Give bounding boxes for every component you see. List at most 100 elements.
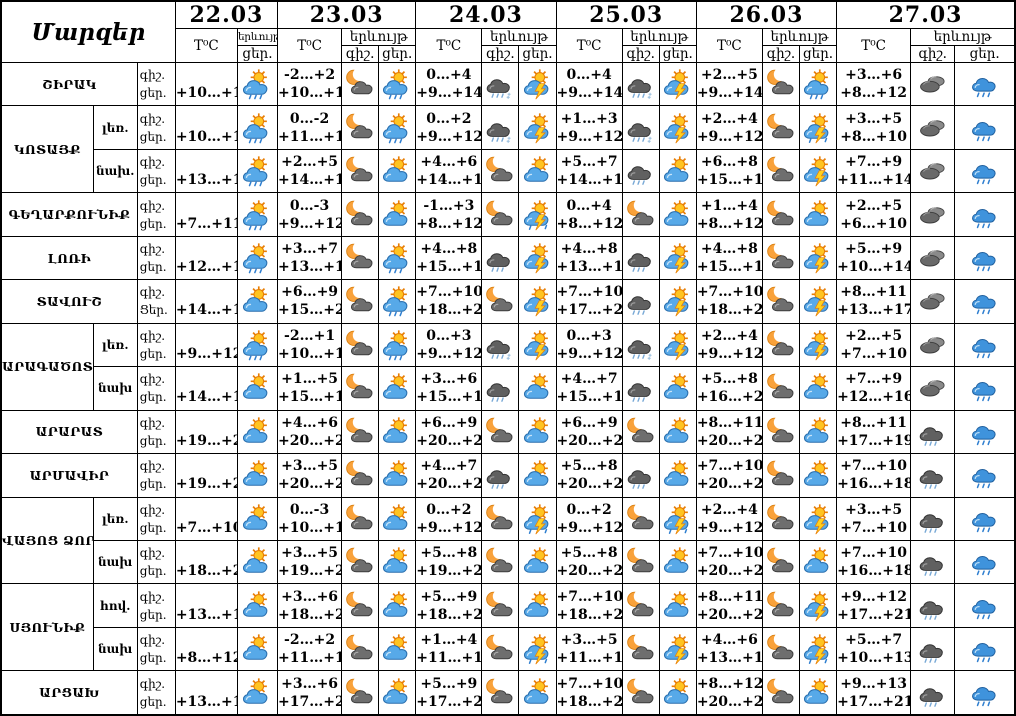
day-temp: +20…+22: [416, 476, 481, 493]
night-phenomenon-cell: [481, 409, 520, 455]
moon-cloud-icon: [344, 633, 376, 665]
night-temp: 0…+2: [566, 501, 612, 518]
day-temp: +8…+12: [416, 215, 482, 232]
sun-cloud-lightning-icon: [662, 285, 694, 317]
rain-cloud-icon: [969, 242, 1001, 274]
night-phenomenon-cell: [341, 539, 380, 585]
phenomenon-header-2: երևույթ: [481, 28, 557, 46]
night-temp: +6…+8: [700, 154, 758, 171]
night-temp: 0…+4: [566, 67, 612, 84]
day-col-header-0: ցեր.: [236, 45, 279, 63]
day-label: ցեր.: [139, 390, 167, 405]
night-temp: [176, 153, 236, 171]
sun-cloud-lightning-icon: [662, 329, 694, 361]
day-phenomenon-cell: [954, 583, 1016, 628]
day-phenomenon-cell: [518, 453, 557, 498]
night-phenomenon-cell: [341, 235, 380, 281]
day-phenomenon-cell: [798, 322, 838, 368]
day-temp: +13…+17: [278, 259, 341, 276]
sun-cloud-icon: [662, 546, 694, 578]
night-temp: +7…+10: [840, 545, 907, 562]
day-label: ցեր.: [139, 260, 167, 275]
moon-cloud-icon: [484, 546, 516, 578]
sun-cloud-lightning-rain-icon: [662, 503, 694, 535]
night-phenomenon-cell: [910, 235, 956, 281]
night-temp: +2…+5: [700, 67, 758, 84]
night-label: գիշ.: [139, 68, 166, 83]
date-header-1: 23.03: [277, 0, 417, 29]
temp-header-0: T⁰C: [174, 28, 238, 63]
sun-cloud-rain-icon: [241, 329, 273, 361]
night-day-labels: գիշ. ցեր.: [136, 539, 176, 585]
dark-cloud-rain-icon: [917, 459, 949, 491]
temperature-cell: +5…+9+18…+22: [415, 583, 483, 628]
night-temp: +1…+4: [700, 197, 758, 214]
day-col-header-2: ցեր.: [518, 45, 557, 63]
moon-cloud-icon: [484, 676, 516, 709]
temperature-cell: +7…+10+20…+22: [695, 453, 763, 498]
dark-cloud-rain-icon: [625, 155, 657, 187]
night-temp: 0…+4: [426, 67, 472, 84]
night-temp: 0…+2: [426, 501, 472, 518]
night-temp: +3…+5: [845, 501, 903, 518]
day-temp: +9…+12: [416, 345, 482, 362]
day-temp: +13…+17: [175, 693, 236, 710]
night-temp: +8…+11: [840, 284, 907, 301]
night-phenomenon-cell: [910, 322, 956, 368]
forecast-row: ԼՈՌԻգիշ.ցեր.+12…+16+3…+7+13…+17+4…+8+15……: [0, 235, 1016, 281]
sun-cloud-lightning-rain-icon: [802, 112, 834, 144]
moon-cloud-icon: [344, 546, 376, 578]
day-temp: +15…+19: [278, 389, 341, 406]
temperature-cell: +1…+4+11…+14: [415, 626, 483, 672]
day-temp: +20…+22: [556, 476, 621, 493]
day-temp: +13…+17: [556, 259, 621, 276]
night-label: գիշ.: [139, 415, 166, 430]
night-phenomenon-cell: [910, 192, 956, 237]
sun-cloud-icon: [522, 590, 554, 622]
moon-cloud-icon: [344, 111, 376, 144]
night-temp: +4…+7: [560, 371, 618, 388]
day-temp: +11…+13: [278, 128, 341, 145]
day-label: ցեր.: [139, 520, 167, 535]
night-phenomenon-cell: [481, 453, 520, 498]
forecast-row: ԱՐԱԳԱԾՈՏՆլեռ.գիշ. ցեր. +9…+12 -2…+1+10…+13 0…: [0, 322, 1016, 411]
date-header-4: 26.03: [695, 0, 838, 29]
day-label: ցեր.: [139, 477, 167, 492]
temperature-cell: +12…+16: [174, 235, 238, 281]
sun-cloud-lightning-icon: [802, 590, 834, 622]
sun-cloud-icon: [381, 199, 413, 231]
day-temp: +19…+21: [416, 563, 481, 580]
subregion-label: նախ: [92, 539, 138, 585]
subregion-label: նախ.: [92, 148, 138, 194]
day-phenomenon-cell: [378, 148, 417, 194]
day-col-header-4: ցեր.: [798, 45, 838, 63]
sun-cloud-icon: [381, 546, 413, 578]
temperature-cell: +7…+10+17…+20: [555, 279, 623, 324]
moon-cloud-icon: [765, 285, 797, 317]
sun-cloud-lightning-icon: [522, 242, 554, 274]
moon-cloud-icon: [765, 459, 797, 491]
dark-cloud-rain-snow-icon: [625, 329, 657, 361]
day-phenomenon-cell: [378, 366, 417, 411]
temperature-cell: +4…+7+15…+19: [555, 366, 623, 411]
day-label: ցեր.: [139, 433, 167, 448]
night-phenomenon-cell: [341, 366, 380, 411]
night-day-labels: գիշ. ցեր.: [136, 322, 176, 368]
sun-cloud-lightning-icon: [522, 112, 554, 144]
night-temp: +1…+4: [420, 632, 478, 649]
night-temp: +2…+4: [700, 110, 758, 127]
day-temp: +10…+15: [278, 85, 341, 102]
day-temp: +20…+23: [696, 432, 761, 449]
day-temp: +20…+22: [278, 432, 341, 449]
day-phenomenon-cell: [954, 409, 1016, 455]
night-phenomenon-cell: [341, 105, 380, 150]
subregion-label: լեռ.: [92, 496, 138, 541]
temperature-cell: -2…+2+11…+14: [277, 626, 343, 672]
day-phenomenon-cell: [236, 626, 279, 672]
day-label: ցեր.: [139, 694, 167, 709]
day-temp: +18…+20: [175, 563, 236, 580]
sun-cloud-lightning-icon: [802, 242, 834, 274]
date-header-2: 24.03: [415, 0, 557, 29]
day-temp: +10…+15: [175, 85, 236, 102]
